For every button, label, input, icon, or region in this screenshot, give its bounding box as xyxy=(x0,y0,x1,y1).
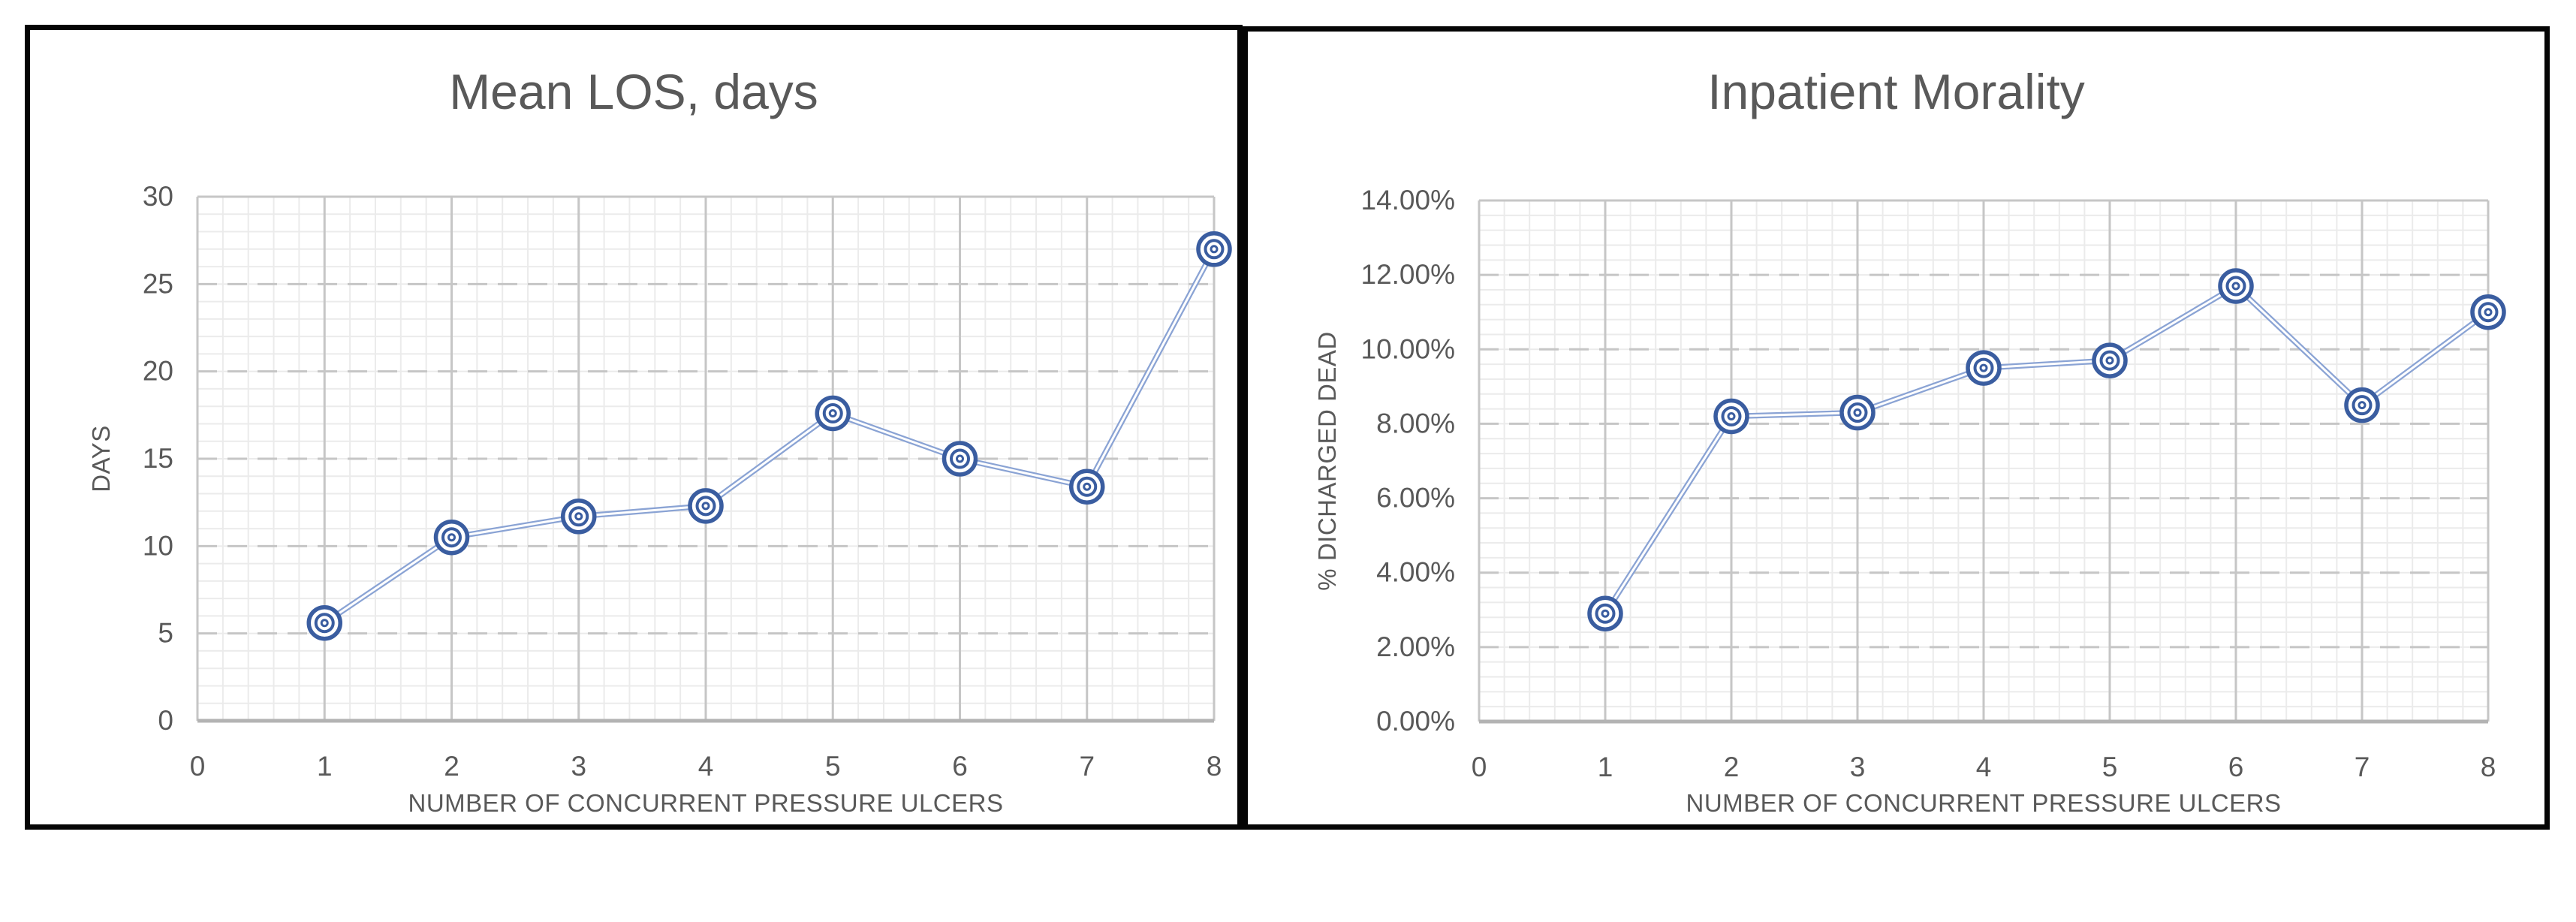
svg-text:5: 5 xyxy=(158,618,173,649)
svg-text:3: 3 xyxy=(571,751,586,782)
los-line-chart: 0 5 10 15 20 25 30 0 1 2 3 4 5 6 7 8 xyxy=(143,181,1232,782)
svg-text:14.00%: 14.00% xyxy=(1361,185,1456,215)
svg-text:4: 4 xyxy=(1976,752,1992,782)
mortality-x-axis-title: NUMBER OF CONCURRENT PRESSURE ULCERS xyxy=(1686,789,2282,817)
svg-text:5: 5 xyxy=(825,751,841,782)
los-chart-panel: Mean LOS, days 0 5 10 15 20 25 30 0 1 2 3 4 5 6 7 8 NUM… xyxy=(25,25,1243,830)
mortality-chart-title: Inpatient Morality xyxy=(1707,64,2085,119)
svg-text:25: 25 xyxy=(143,268,173,299)
svg-text:8: 8 xyxy=(1207,751,1222,782)
los-chart-title: Mean LOS, days xyxy=(449,64,818,119)
svg-text:2: 2 xyxy=(1724,752,1740,782)
mortality-line-chart: 0.00% 2.00% 4.00% 6.00% 8.00% 10.00% 12.00% 14.… xyxy=(1361,185,2506,782)
series-line xyxy=(323,248,1217,625)
svg-text:0.00%: 0.00% xyxy=(1376,706,1455,737)
svg-text:1: 1 xyxy=(317,751,333,782)
svg-text:4: 4 xyxy=(698,751,714,782)
svg-text:12.00%: 12.00% xyxy=(1361,259,1456,290)
svg-text:30: 30 xyxy=(143,181,173,212)
svg-text:15: 15 xyxy=(143,443,173,474)
series-line xyxy=(1602,283,2490,616)
svg-text:10: 10 xyxy=(143,530,173,561)
y-tick-labels: 0 5 10 15 20 25 30 xyxy=(143,181,173,736)
los-x-axis-title: NUMBER OF CONCURRENT PRESSURE ULCERS xyxy=(408,789,1004,817)
svg-text:6: 6 xyxy=(952,751,968,782)
svg-text:2: 2 xyxy=(444,751,459,782)
los-y-axis-title: DAYS xyxy=(87,425,115,493)
svg-text:1: 1 xyxy=(1598,752,1613,782)
svg-text:7: 7 xyxy=(2355,752,2370,782)
svg-text:8: 8 xyxy=(2481,752,2496,782)
mortality-y-axis-title: % DICHARGED DEAD xyxy=(1313,331,1341,591)
svg-text:5: 5 xyxy=(2102,752,2118,782)
svg-text:20: 20 xyxy=(143,356,173,387)
svg-text:0: 0 xyxy=(190,751,206,782)
mortality-chart-panel: Inpatient Morality 0.00% 2.00% 4.00% 6.00% 8… xyxy=(1243,26,2550,830)
svg-text:0: 0 xyxy=(1472,752,1487,782)
svg-text:6.00%: 6.00% xyxy=(1376,483,1455,514)
svg-text:7: 7 xyxy=(1079,751,1095,782)
x-tick-labels: 0 1 2 3 4 5 6 7 8 xyxy=(190,751,1222,782)
svg-text:6: 6 xyxy=(2228,752,2244,782)
svg-text:3: 3 xyxy=(1850,752,1866,782)
x-tick-labels: 0 1 2 3 4 5 6 7 8 xyxy=(1472,752,2496,782)
svg-text:10.00%: 10.00% xyxy=(1361,333,1456,364)
y-tick-labels: 0.00% 2.00% 4.00% 6.00% 8.00% 10.00% 12.00% 14.… xyxy=(1361,185,1456,737)
svg-text:4.00%: 4.00% xyxy=(1376,557,1455,588)
svg-text:8.00%: 8.00% xyxy=(1376,408,1455,438)
data-markers xyxy=(306,231,1232,641)
data-markers xyxy=(1587,268,2506,631)
svg-text:0: 0 xyxy=(158,705,173,736)
svg-text:2.00%: 2.00% xyxy=(1376,631,1455,662)
